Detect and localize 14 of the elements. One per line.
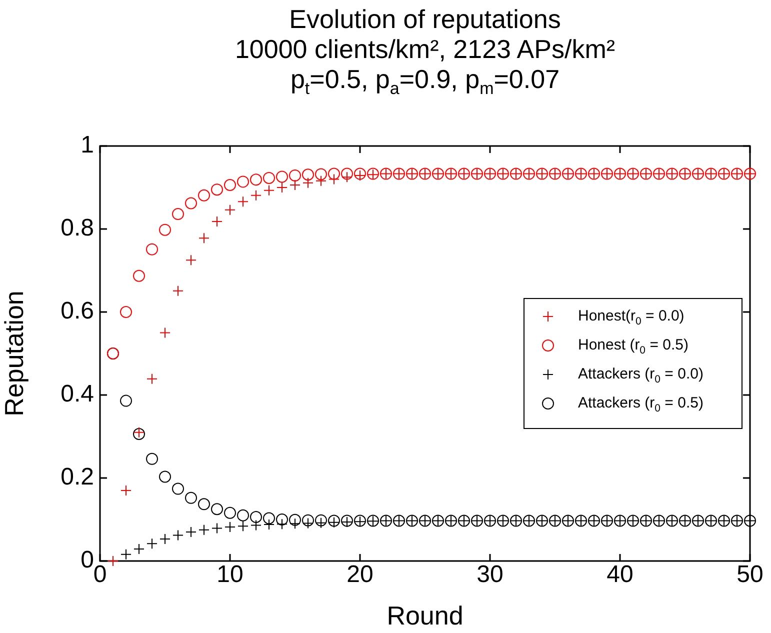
y-tick-label: 0.4 bbox=[60, 380, 94, 408]
x-tick-label: 20 bbox=[346, 561, 374, 588]
y-axis-title: Reputation bbox=[0, 290, 29, 416]
y-tick-label: 0.6 bbox=[60, 298, 94, 325]
x-tick-label: 40 bbox=[606, 561, 634, 588]
x-tick-label: 30 bbox=[476, 561, 504, 588]
chart-subtitle: 10000 clients/km², 2123 APs/km² p$_{t}$=0.5, p$_{a}$=0.9, p$_{m}$=0.07 bbox=[234, 34, 616, 98]
x-axis-title: Round bbox=[386, 600, 464, 631]
chart-title: Evolution of reputations bbox=[288, 4, 562, 34]
x-tick-label: 50 bbox=[736, 561, 764, 588]
y-tick-label: 1 bbox=[80, 132, 94, 159]
y-tick-label: 0.2 bbox=[60, 464, 94, 491]
y-tick-label: 0.8 bbox=[60, 214, 94, 242]
x-tick-label: 10 bbox=[216, 561, 244, 588]
